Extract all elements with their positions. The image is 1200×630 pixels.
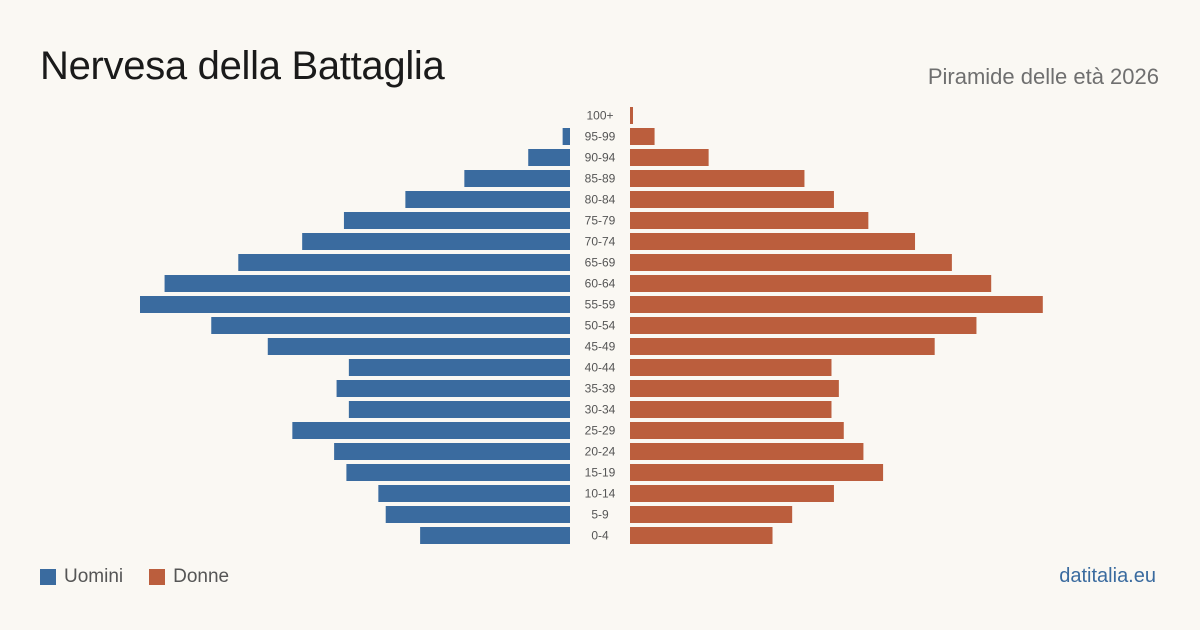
bar-women-35-39 — [630, 380, 839, 397]
bar-women-75-79 — [630, 212, 869, 229]
bar-women-65-69 — [630, 254, 952, 271]
chart-legend: Uomini Donne — [40, 566, 255, 588]
bar-men-15-19 — [346, 464, 570, 481]
age-label-30-34: 30-34 — [585, 403, 616, 417]
age-label-90-94: 90-94 — [585, 151, 616, 165]
bar-women-85-89 — [630, 170, 805, 187]
bar-women-10-14 — [630, 485, 834, 502]
bar-men-20-24 — [334, 443, 570, 460]
bar-men-65-69 — [238, 254, 571, 271]
age-label-20-24: 20-24 — [585, 445, 616, 459]
age-label-95-99: 95-99 — [585, 130, 616, 144]
bar-women-0-4 — [630, 527, 773, 544]
bar-men-75-79 — [343, 212, 570, 229]
bar-men-85-89 — [464, 170, 570, 187]
bar-women-5-9 — [630, 506, 793, 523]
bar-men-25-29 — [292, 422, 570, 439]
age-label-75-79: 75-79 — [585, 214, 616, 228]
bar-men-30-34 — [348, 401, 570, 418]
age-label-45-49: 45-49 — [585, 340, 616, 354]
bar-men-35-39 — [336, 380, 570, 397]
legend-label-men: Uomini — [64, 566, 124, 587]
bar-women-60-64 — [630, 275, 992, 292]
bar-men-70-74 — [302, 233, 570, 250]
bar-men-60-64 — [164, 275, 571, 292]
bar-women-15-19 — [630, 464, 884, 481]
age-label-85-89: 85-89 — [585, 172, 616, 186]
bar-women-90-94 — [630, 149, 709, 166]
legend-label-women: Donne — [173, 566, 230, 587]
age-label-65-69: 65-69 — [585, 256, 616, 270]
bar-women-20-24 — [630, 443, 864, 460]
bar-women-100+ — [630, 107, 633, 124]
bar-men-55-59 — [140, 296, 570, 313]
age-label-40-44: 40-44 — [585, 361, 616, 375]
bar-men-10-14 — [378, 485, 570, 502]
legend-item-men: Uomini — [40, 566, 123, 588]
bar-men-40-44 — [348, 359, 570, 376]
bar-men-50-54 — [211, 317, 570, 334]
legend-swatch-women — [149, 569, 166, 585]
bar-men-80-84 — [405, 191, 570, 208]
age-label-15-19: 15-19 — [585, 466, 616, 480]
age-label-5-9: 5-9 — [591, 508, 609, 522]
age-label-55-59: 55-59 — [585, 298, 616, 312]
chart-subtitle: Piramide delle età 2026 — [927, 64, 1159, 89]
bar-women-40-44 — [630, 359, 832, 376]
age-label-35-39: 35-39 — [585, 382, 616, 396]
bar-men-0-4 — [420, 527, 570, 544]
bar-women-25-29 — [630, 422, 844, 439]
bar-men-5-9 — [385, 506, 570, 523]
legend-item-women: Donne — [149, 566, 229, 588]
age-label-25-29: 25-29 — [585, 424, 616, 438]
age-label-70-74: 70-74 — [585, 235, 616, 249]
bar-women-30-34 — [630, 401, 832, 418]
age-label-60-64: 60-64 — [585, 277, 616, 291]
bar-women-55-59 — [630, 296, 1043, 313]
age-label-0-4: 0-4 — [591, 529, 609, 543]
page-title: Nervesa della Battaglia — [40, 44, 445, 88]
brand-link[interactable]: datitalia.eu — [1059, 565, 1156, 587]
bar-men-90-94 — [528, 149, 570, 166]
age-label-80-84: 80-84 — [585, 193, 616, 207]
bar-women-70-74 — [630, 233, 916, 250]
bar-women-45-49 — [630, 338, 935, 355]
age-label-10-14: 10-14 — [585, 487, 616, 501]
bar-women-95-99 — [630, 128, 655, 145]
age-label-100+: 100+ — [586, 109, 613, 123]
bar-women-50-54 — [630, 317, 977, 334]
bar-men-95-99 — [562, 128, 570, 145]
age-label-50-54: 50-54 — [585, 319, 616, 333]
bar-men-45-49 — [267, 338, 570, 355]
legend-swatch-men — [40, 569, 56, 585]
bar-women-80-84 — [630, 191, 834, 208]
